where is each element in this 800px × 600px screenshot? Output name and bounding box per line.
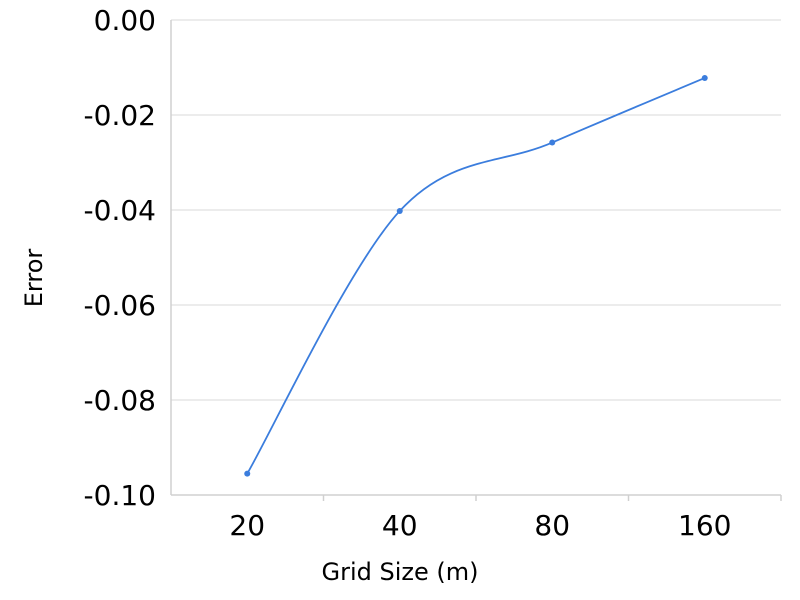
y-tick-label: -0.02 xyxy=(84,99,156,132)
x-tick-label: 160 xyxy=(678,509,731,542)
y-tick-label: 0.00 xyxy=(94,4,156,37)
gridlines xyxy=(171,19,781,496)
x-tick-label: 80 xyxy=(534,509,570,542)
y-tick-label: -0.08 xyxy=(84,384,156,417)
x-tick-label: 20 xyxy=(229,509,265,542)
y-tick-labels: 0.00 -0.02 -0.04 -0.06 -0.08 -0.10 xyxy=(84,4,156,512)
y-axis-title: Error xyxy=(20,249,48,308)
data-point xyxy=(701,74,708,81)
x-tick-label: 40 xyxy=(382,509,418,542)
axes xyxy=(170,20,781,496)
series-group xyxy=(244,74,708,477)
y-tick-label: -0.06 xyxy=(84,289,156,322)
data-point xyxy=(244,470,251,477)
x-tick-labels: 20 40 80 160 xyxy=(229,495,782,542)
x-axis-title: Grid Size (m) xyxy=(322,558,479,586)
data-point xyxy=(396,207,403,214)
y-tick-label: -0.10 xyxy=(84,479,156,512)
y-tick-label: -0.04 xyxy=(84,194,156,227)
data-point xyxy=(549,139,556,146)
series-line xyxy=(246,77,706,475)
